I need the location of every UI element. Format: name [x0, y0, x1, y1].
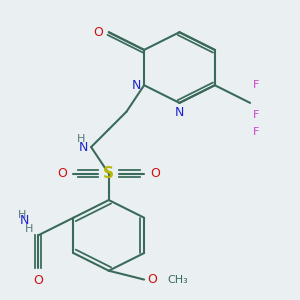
Text: N: N — [20, 214, 29, 227]
Text: H: H — [77, 134, 85, 144]
Text: N: N — [132, 79, 141, 92]
Text: N: N — [79, 141, 88, 154]
Text: O: O — [58, 167, 68, 180]
Text: N: N — [175, 106, 184, 119]
Text: O: O — [147, 273, 157, 286]
Text: H: H — [25, 224, 34, 235]
Text: S: S — [103, 166, 114, 181]
Text: F: F — [253, 127, 260, 137]
Text: CH₃: CH₃ — [168, 274, 188, 285]
Text: O: O — [150, 167, 160, 180]
Text: O: O — [33, 274, 43, 287]
Text: F: F — [253, 80, 260, 90]
Text: F: F — [253, 110, 260, 120]
Text: O: O — [93, 26, 103, 39]
Text: H: H — [18, 210, 26, 220]
